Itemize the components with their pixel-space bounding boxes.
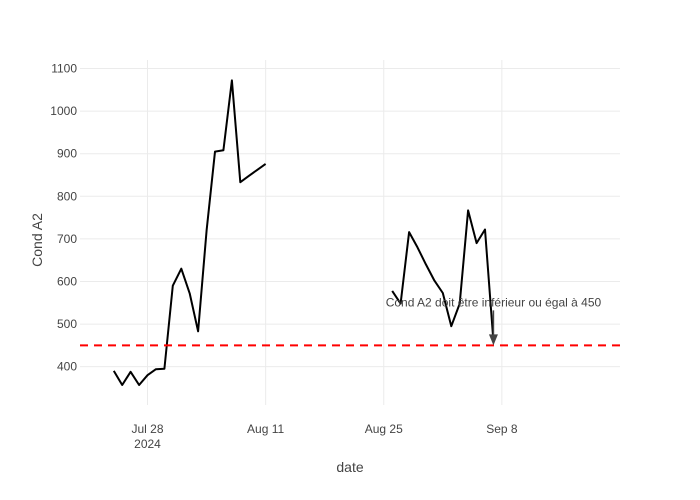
annotation-arrowhead: [488, 334, 498, 346]
y-tick-label: 1000: [50, 104, 77, 118]
y-tick-label: 500: [57, 317, 77, 331]
y-tick-label: 700: [57, 232, 77, 246]
y-tick-label: 600: [57, 274, 77, 288]
y-tick-label: 400: [57, 360, 77, 374]
x-tick-label: Sep 8: [486, 422, 518, 436]
y-tick-label: 900: [57, 147, 77, 161]
x-tick-label: Aug 11: [247, 422, 284, 436]
x-tick-label: Jul 28: [131, 422, 163, 436]
grid-lines: [80, 60, 620, 405]
annotation-text: Cond A2 doit être inférieur ou égal à 45…: [386, 295, 602, 309]
x-axis-title: date: [336, 459, 363, 475]
annotation: Cond A2 doit être inférieur ou égal à 45…: [386, 295, 602, 346]
series-line-segment: [112, 79, 267, 386]
data-series: [112, 79, 495, 386]
x-tick-label: Aug 25: [365, 422, 403, 436]
series-line-segment: [391, 209, 495, 342]
y-tick-label: 800: [57, 189, 77, 203]
x-tick-sublabel: 2024: [134, 437, 161, 451]
y-axis-title: Cond A2: [29, 213, 45, 267]
y-axis-ticks: 400 500 600 700 800 900 1000 1100: [50, 62, 77, 374]
y-tick-label: 1100: [51, 62, 77, 76]
